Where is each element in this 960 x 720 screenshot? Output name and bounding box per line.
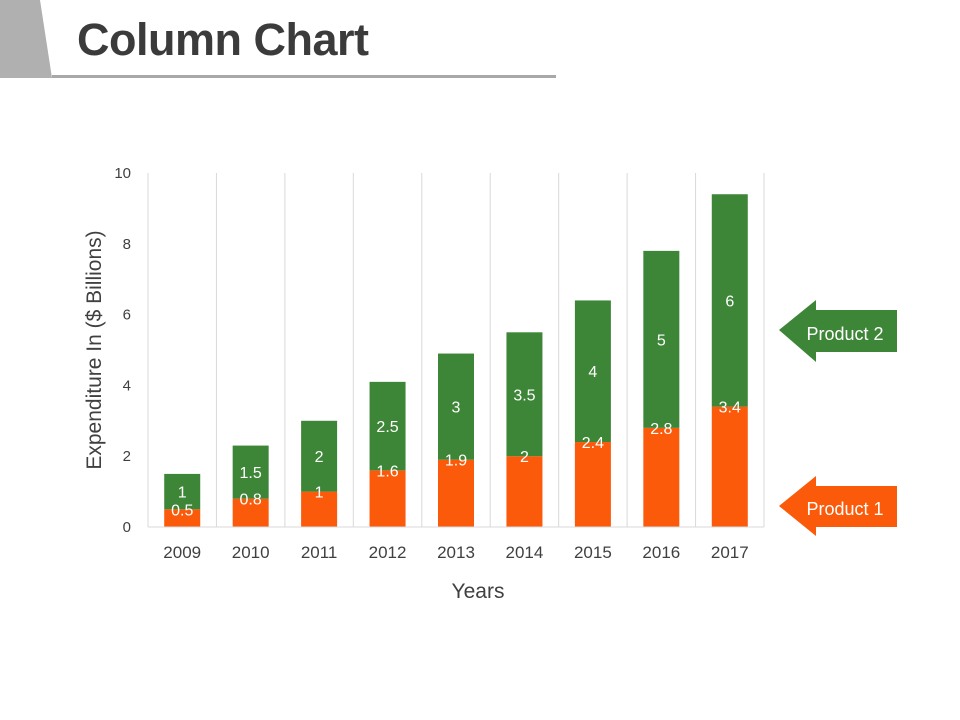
- data-label-product-1: 2: [520, 449, 529, 466]
- x-tick-label: 2010: [232, 543, 270, 562]
- grid-lines: [147, 173, 765, 527]
- data-label-product-2: 3: [452, 400, 461, 417]
- data-label-product-1: 3.4: [719, 400, 741, 417]
- data-label-product-1: 1.6: [376, 463, 398, 480]
- y-tick-label: 2: [123, 448, 131, 465]
- bar-product-2: [574, 300, 611, 443]
- x-tick-label: 2013: [437, 543, 475, 562]
- bar-product-1: [301, 491, 338, 527]
- x-tick-label: 2014: [506, 543, 544, 562]
- data-label-product-1: 2.4: [582, 435, 604, 452]
- data-label-product-2: 5: [657, 332, 666, 349]
- data-label-product-2: 6: [725, 293, 734, 310]
- product-1-label: Product 1: [806, 499, 883, 519]
- bar-product-2: [438, 353, 474, 460]
- x-tick-label: 2015: [574, 543, 612, 562]
- x-tick-label: 2009: [163, 543, 201, 562]
- data-label-product-1: 0.5: [171, 502, 193, 519]
- product-1-arrow-shape: [779, 476, 897, 536]
- data-label-product-2: 2: [315, 449, 324, 466]
- data-label-product-2: 4: [588, 364, 597, 381]
- bar-product-1: [506, 456, 543, 527]
- x-tick-label: 2011: [301, 543, 338, 562]
- bar-product-1: [643, 427, 680, 527]
- x-axis-title: Years: [452, 580, 505, 603]
- bar-product-2: [301, 420, 338, 492]
- y-tick-label: 4: [123, 377, 131, 394]
- product-2-arrow-shape: [779, 300, 897, 362]
- product-2-label: Product 2: [806, 324, 883, 344]
- title-underline: [52, 75, 556, 78]
- data-label-product-1: 2.8: [650, 421, 672, 438]
- data-label-product-2: 1: [178, 485, 187, 502]
- y-tick-label: 10: [114, 165, 131, 182]
- legend-product-2: Product 2: [779, 300, 897, 362]
- y-axis-title: Expenditure In ($ Billions): [83, 230, 106, 469]
- bar-product-1: [574, 442, 611, 527]
- bar-product-2: [506, 332, 543, 457]
- data-label-product-2: 1.5: [240, 465, 262, 482]
- data-label-product-1: 1.9: [445, 453, 467, 470]
- x-tick-label: 2012: [369, 543, 407, 562]
- bar-product-1: [232, 498, 269, 527]
- data-label-product-2: 3.5: [513, 387, 535, 404]
- data-label-product-1: 1: [315, 485, 324, 502]
- legend-product-1: Product 1: [779, 476, 897, 536]
- axes: 0 2 4 6 8 10 2009 2010 2011 2012 2013 2014 2015 2016 2…: [114, 165, 764, 562]
- x-tick-label: 2016: [642, 543, 680, 562]
- y-tick-label: 6: [123, 307, 131, 324]
- x-tick-label: 2017: [711, 543, 749, 562]
- bar-product-1: [438, 459, 474, 527]
- bar-product-2: [164, 473, 201, 510]
- data-label-product-1: 0.8: [240, 492, 262, 509]
- bar-product-1: [711, 406, 748, 527]
- bar-product-1: [164, 509, 201, 527]
- y-tick-label: 8: [123, 236, 131, 253]
- title-bar: Column Chart: [0, 0, 560, 80]
- page-title: Column Chart: [77, 14, 369, 65]
- data-label-product-2: 2.5: [376, 419, 398, 436]
- bar-product-2: [232, 445, 269, 499]
- bars: [164, 194, 748, 527]
- bar-product-2: [369, 381, 406, 471]
- bar-product-2: [711, 194, 748, 407]
- y-tick-label: 0: [123, 519, 131, 536]
- bar-product-2: [643, 250, 680, 428]
- bar-product-1: [369, 470, 406, 527]
